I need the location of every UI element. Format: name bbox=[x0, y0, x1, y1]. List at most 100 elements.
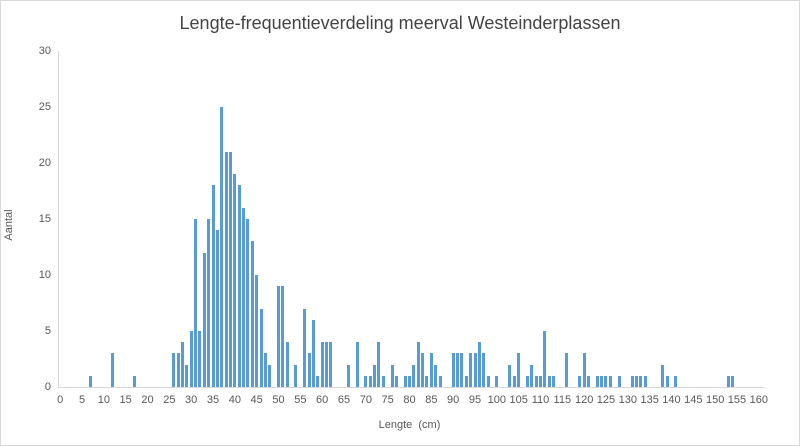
bar bbox=[281, 286, 285, 387]
x-tick-label: 155 bbox=[727, 394, 747, 406]
bar bbox=[250, 241, 254, 387]
bar bbox=[373, 364, 377, 387]
bar bbox=[495, 375, 499, 387]
bar bbox=[215, 230, 219, 387]
bar bbox=[263, 353, 267, 387]
x-tick-label: 125 bbox=[596, 394, 616, 406]
bar bbox=[185, 364, 189, 387]
bar bbox=[329, 342, 333, 387]
bar bbox=[608, 375, 612, 387]
bar bbox=[89, 375, 93, 387]
bar bbox=[617, 375, 621, 387]
bar bbox=[390, 364, 394, 387]
bar bbox=[320, 342, 324, 387]
bar bbox=[604, 375, 608, 387]
bar bbox=[255, 275, 259, 387]
bar bbox=[307, 353, 311, 387]
bar bbox=[547, 375, 551, 387]
x-tick-label: 55 bbox=[294, 394, 307, 406]
bar bbox=[311, 319, 315, 387]
x-tick-label: 75 bbox=[381, 394, 394, 406]
x-tick-label: 60 bbox=[316, 394, 329, 406]
bar bbox=[132, 375, 136, 387]
x-tick-label: 65 bbox=[337, 394, 351, 406]
bar bbox=[277, 286, 280, 387]
bar bbox=[246, 219, 250, 387]
x-tick-label: 40 bbox=[228, 394, 241, 406]
bar bbox=[412, 364, 416, 387]
bar bbox=[595, 375, 599, 387]
x-tick-label: 70 bbox=[359, 394, 372, 406]
bar bbox=[346, 364, 350, 387]
bar bbox=[464, 375, 468, 387]
x-tick-label: 5 bbox=[78, 394, 86, 406]
bar bbox=[189, 331, 193, 387]
bar bbox=[726, 375, 730, 387]
bar bbox=[639, 375, 643, 387]
bar bbox=[731, 375, 735, 387]
x-tick-label: 130 bbox=[618, 394, 637, 406]
bar bbox=[477, 342, 481, 387]
bar bbox=[451, 353, 455, 387]
y-tick-label: 15 bbox=[38, 213, 51, 225]
bar bbox=[202, 252, 206, 387]
x-tick-label: 105 bbox=[509, 394, 528, 406]
x-tick-label: 150 bbox=[705, 394, 725, 406]
bar bbox=[228, 151, 232, 387]
bar bbox=[268, 364, 272, 387]
x-tick-label: 140 bbox=[662, 394, 681, 406]
bar bbox=[525, 375, 529, 387]
bar bbox=[220, 107, 224, 387]
bar bbox=[552, 375, 556, 387]
bar bbox=[325, 342, 329, 387]
bar bbox=[180, 342, 184, 387]
x-tick-label: 80 bbox=[403, 394, 416, 406]
bar bbox=[421, 353, 425, 387]
bar bbox=[207, 219, 211, 387]
chart-title: Lengte-frequentieverdeling meerval Weste… bbox=[179, 13, 621, 33]
bar bbox=[242, 207, 246, 387]
x-tick-label: 20 bbox=[141, 394, 154, 406]
bar bbox=[600, 375, 604, 387]
y-tick-label: 5 bbox=[44, 325, 51, 337]
bar bbox=[582, 353, 586, 387]
bar bbox=[661, 364, 665, 387]
bar bbox=[368, 375, 372, 387]
x-tick-label: 30 bbox=[185, 394, 198, 406]
plot-area bbox=[58, 51, 761, 387]
bar bbox=[434, 364, 438, 387]
bar bbox=[394, 375, 398, 387]
x-tick-label: 115 bbox=[553, 394, 572, 406]
bar bbox=[438, 375, 442, 387]
x-tick-label: 45 bbox=[250, 394, 263, 406]
x-tick-label: 110 bbox=[531, 394, 550, 406]
x-tick-label: 0 bbox=[57, 394, 64, 406]
x-tick-label: 95 bbox=[468, 394, 482, 406]
bar bbox=[364, 375, 368, 387]
bar bbox=[486, 375, 490, 387]
bar bbox=[469, 353, 473, 387]
bar bbox=[587, 375, 591, 387]
x-tick-label: 90 bbox=[447, 394, 460, 406]
bar bbox=[512, 375, 516, 387]
bar bbox=[176, 353, 180, 387]
x-axis-line bbox=[58, 387, 765, 388]
bar bbox=[565, 353, 569, 387]
bar bbox=[355, 342, 359, 387]
bar bbox=[534, 375, 538, 387]
bar bbox=[224, 151, 228, 387]
bar bbox=[237, 185, 241, 387]
x-tick-label: 135 bbox=[640, 394, 659, 406]
y-axis-title: Aantal bbox=[3, 209, 15, 241]
bar bbox=[538, 375, 542, 387]
y-tick-label: 25 bbox=[38, 101, 51, 113]
bar bbox=[530, 364, 534, 387]
bar bbox=[665, 375, 669, 387]
bar bbox=[408, 375, 411, 387]
bar bbox=[630, 375, 634, 387]
bar bbox=[482, 353, 486, 387]
y-tick-label: 0 bbox=[44, 381, 51, 393]
x-axis-title: Lengte (cm) bbox=[378, 419, 441, 431]
x-tick-label: 15 bbox=[119, 394, 132, 406]
